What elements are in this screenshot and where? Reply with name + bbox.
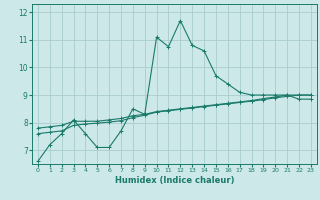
X-axis label: Humidex (Indice chaleur): Humidex (Indice chaleur) [115,176,234,185]
